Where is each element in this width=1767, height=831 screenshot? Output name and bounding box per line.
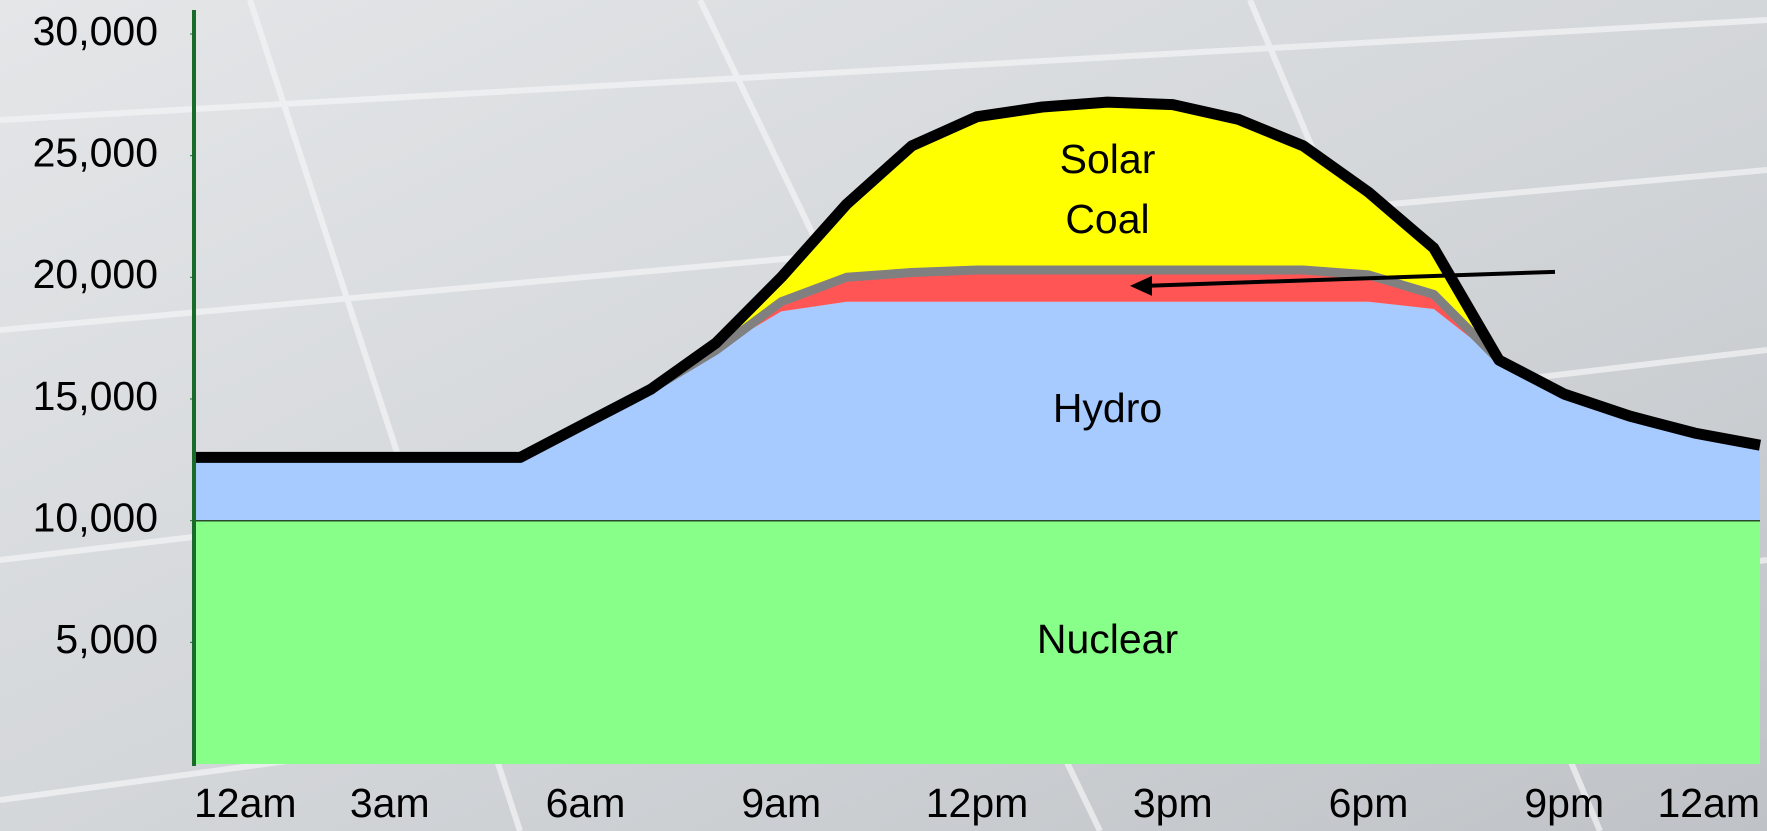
y-tick-label: 20,000	[33, 251, 158, 297]
series-label: Nuclear	[1037, 616, 1178, 662]
x-tick-label: 6am	[546, 780, 626, 826]
x-tick-label: 12pm	[926, 780, 1029, 826]
x-tick-label: 12am	[1657, 780, 1760, 826]
y-tick-label: 5,000	[55, 616, 158, 662]
y-tick-label: 30,000	[33, 8, 158, 54]
area	[194, 521, 1760, 764]
chart: Nuclear Hydro Solar Coal 5,000 10,000 15,000 2…	[0, 0, 1767, 831]
y-tick-label: 25,000	[33, 129, 158, 175]
y-tick-label: 10,000	[33, 494, 158, 540]
series-label: Hydro	[1053, 385, 1162, 431]
x-tick-label: 12am	[194, 780, 297, 826]
x-tick-label: 9pm	[1524, 780, 1604, 826]
x-tick-label: 3pm	[1133, 780, 1213, 826]
page: {"chart_data": {"type": "stacked-area", …	[0, 0, 1767, 831]
x-tick-label: 3am	[350, 780, 430, 826]
x-tick-label: 9am	[741, 780, 821, 826]
x-tick-label: 6pm	[1329, 780, 1409, 826]
series-label: Solar	[1060, 136, 1156, 182]
series-label: Coal	[1065, 196, 1149, 242]
y-tick-label: 15,000	[33, 373, 158, 419]
